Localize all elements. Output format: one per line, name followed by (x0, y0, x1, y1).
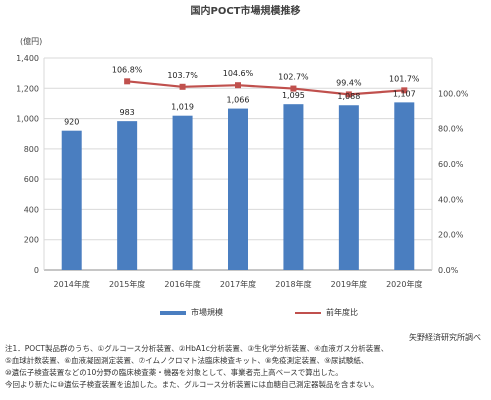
bar (61, 130, 82, 270)
yoy-value-label: 106.8% (112, 65, 143, 74)
bar-value-label: 920 (64, 118, 79, 127)
y-tick-label: 400 (24, 205, 39, 214)
x-tick-label: 2020年度 (386, 279, 422, 289)
y-tick-label: 600 (24, 175, 39, 184)
y2-tick-label: 60.0% (438, 160, 464, 169)
legend-swatch-bars (160, 310, 186, 315)
bar-value-label: 1,066 (227, 96, 250, 105)
bar-value-label: 1,095 (282, 91, 305, 100)
bar-layer (61, 102, 415, 271)
y2-tick-label: 20.0% (438, 231, 464, 240)
legend-swatch-line (295, 311, 321, 314)
yoy-marker (235, 82, 241, 89)
note-line: ⑤血球計数装置、⑥血液凝固測定装置、⑦イムノクロマト法臨床検査キット、⑧免疫測定… (5, 356, 369, 365)
x-tick-label: 2017年度 (220, 279, 256, 289)
grid-layer (44, 57, 432, 241)
x-tick-label: 2015年度 (109, 279, 145, 289)
y-tick-label: 1,400 (16, 54, 39, 63)
label-layer: 920 983 1,019 1,066 1,095 1,088 1,107 106.8% 103… (64, 65, 420, 126)
y-tick-label: 200 (24, 236, 39, 245)
bar-value-label: 1,107 (393, 89, 416, 98)
yoy-marker (124, 78, 131, 85)
bar (394, 102, 415, 271)
yoy-value-label: 102.7% (278, 73, 309, 82)
yoy-value-label: 103.7% (167, 71, 198, 80)
yoy-marker (401, 87, 408, 94)
note-line: ⑩遺伝子検査装置などの10分野の臨床検査薬・機器を対象として、事業者売上高ベース… (5, 368, 343, 377)
legend-label-line: 前年度比 (326, 308, 358, 317)
y2-tick-label: 40.0% (438, 195, 464, 204)
yoy-line (127, 80, 405, 96)
x-tick-label: 2016年度 (164, 279, 200, 289)
yoy-value-label: 101.7% (389, 74, 420, 83)
bar-value-label: 1,088 (337, 92, 360, 101)
yoy-value-label: 99.4% (336, 78, 362, 87)
legend-item-line: 前年度比 (295, 307, 358, 318)
x-tick-label: 2014年度 (54, 279, 90, 289)
yoy-marker (345, 91, 352, 98)
note-line: 注1．POCT製品群のうち、①グルコース分析装置、②HbA1c分析装置、③生化学… (5, 344, 389, 353)
bar (338, 105, 359, 270)
y-tick-label: 800 (24, 145, 39, 154)
yoy-value-label: 104.6% (223, 69, 254, 78)
bar-value-label: 1,019 (171, 103, 194, 112)
y-tick-label: 0 (34, 266, 39, 275)
bar (283, 104, 304, 270)
y2-tick-label: 80.0% (438, 125, 464, 134)
x-tick-label: 2018年度 (275, 279, 311, 289)
yoy-marker (290, 85, 297, 92)
y-tick-label: 1,000 (16, 115, 39, 124)
bar (172, 115, 193, 271)
chart-title: 国内POCT市場規模推移 (190, 6, 301, 17)
y-tick-label: 1,200 (16, 84, 39, 93)
x-tick-label: 2019年度 (331, 279, 367, 289)
notes: 注1．POCT製品群のうち、①グルコース分析装置、②HbA1c分析装置、③生化学… (5, 343, 489, 391)
bar-value-label: 983 (120, 108, 135, 117)
bar (228, 108, 248, 270)
yoy-marker (179, 83, 186, 90)
legend-item-bars: 市場規模 (160, 307, 223, 318)
y2-tick-label: 0.0% (438, 266, 459, 275)
note-line: 今回より新たに⑩遺伝子検査装置を追加した。また、グルコース分析装置には血糖自己測… (5, 380, 379, 389)
source-credit: 矢野経済研究所調べ (409, 333, 481, 342)
y-axis-unit-label: (億円) (20, 36, 42, 46)
legend-label-bars: 市場規模 (191, 308, 223, 317)
bar (117, 121, 138, 270)
line-layer (124, 78, 408, 98)
y2-tick-label: 100.0% (438, 89, 469, 98)
